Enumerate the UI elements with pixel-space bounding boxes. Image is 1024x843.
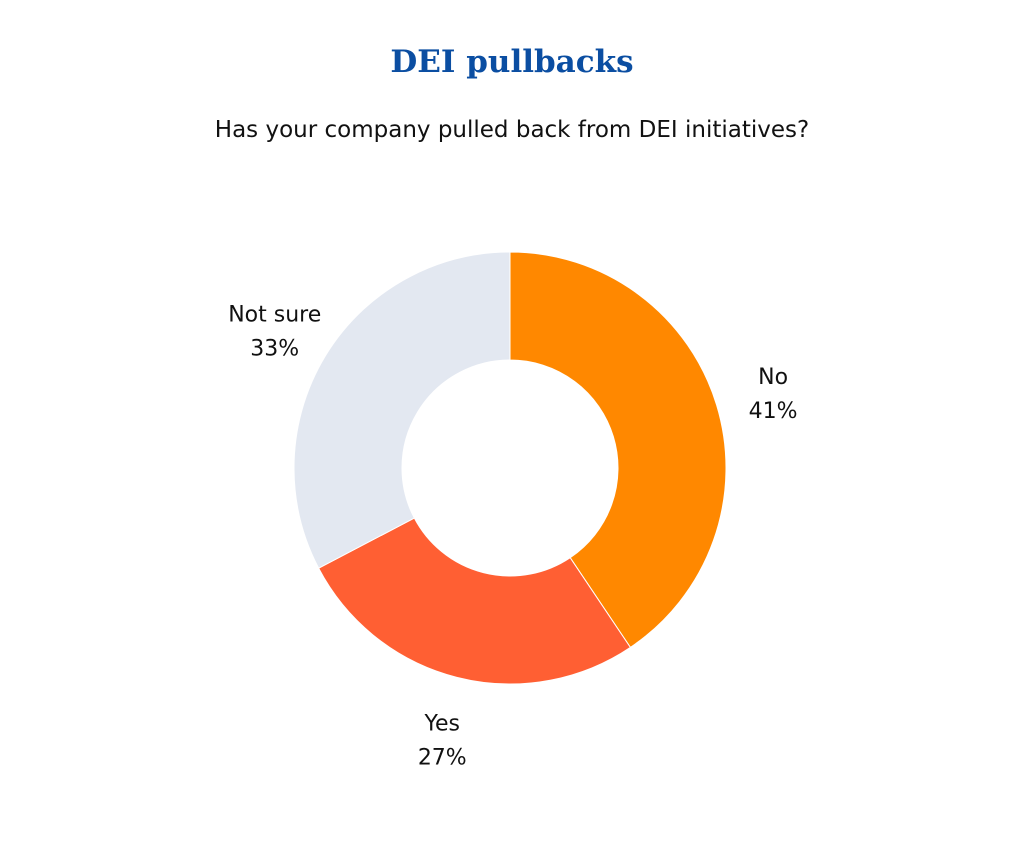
slice-value: 27% xyxy=(418,746,467,771)
slice-label: No xyxy=(758,365,788,390)
slice-label: Not sure xyxy=(228,303,321,328)
slice-no xyxy=(509,251,727,649)
slice-yes xyxy=(317,517,632,685)
slice-labels: No 41% Yes 27% Not sure 33% xyxy=(228,303,797,771)
chart-subtitle: Has your company pulled back from DEI in… xyxy=(214,117,810,143)
slice-not-sure xyxy=(293,251,511,569)
slice-value: 33% xyxy=(250,337,299,362)
slice-label: Yes xyxy=(424,712,461,737)
slice-value: 41% xyxy=(749,399,798,424)
chart-title: DEI pullbacks xyxy=(390,44,634,80)
donut-slices xyxy=(293,251,727,685)
